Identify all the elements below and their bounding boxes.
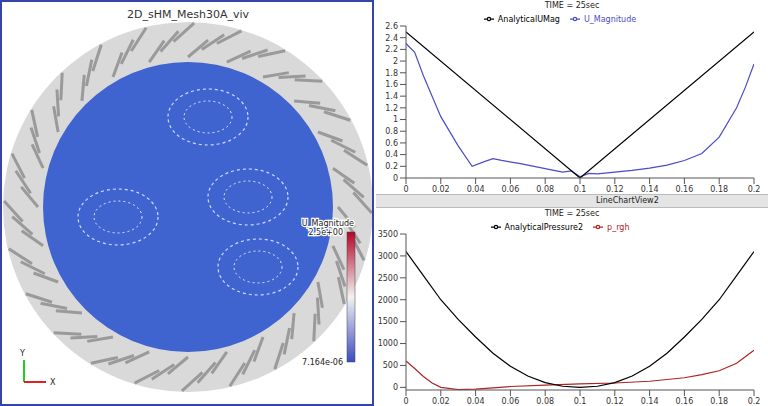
svg-text:0.06: 0.06 — [501, 185, 519, 194]
svg-text:2D_sHM_Mesh30A_viv: 2D_sHM_Mesh30A_viv — [127, 8, 250, 21]
svg-text:7.164e-06: 7.164e-06 — [302, 358, 343, 367]
html-text:LineChartView2: LineChartView2 — [596, 196, 659, 205]
svg-text:0: 0 — [403, 185, 408, 194]
svg-text:0: 0 — [393, 174, 398, 183]
svg-text:2.6: 2.6 — [385, 22, 398, 31]
svg-text:0.1: 0.1 — [574, 397, 587, 406]
html-text:TIME = 25sec: TIME = 25sec — [544, 1, 600, 10]
svg-text:0.6: 0.6 — [385, 139, 398, 148]
svg-text:0.16: 0.16 — [675, 185, 693, 194]
svg-text:0: 0 — [403, 397, 408, 406]
html-text:AnalyticalUMag: AnalyticalUMag — [497, 14, 560, 24]
svg-text:0.4: 0.4 — [385, 150, 398, 159]
svg-text:0.12: 0.12 — [606, 397, 624, 406]
svg-text:1: 1 — [393, 115, 398, 124]
svg-text:0.08: 0.08 — [536, 397, 554, 406]
html-text:U_Magnitude: U_Magnitude — [583, 14, 637, 24]
svg-text:1.2: 1.2 — [385, 104, 398, 113]
svg-text:0.18: 0.18 — [710, 397, 728, 406]
svg-text:0.14: 0.14 — [641, 185, 659, 194]
svg-text:0.1: 0.1 — [574, 185, 587, 194]
svg-text:0.04: 0.04 — [467, 185, 485, 194]
svg-text:2.2: 2.2 — [385, 45, 398, 54]
svg-text:0.06: 0.06 — [501, 397, 519, 406]
svg-text:0.12: 0.12 — [606, 185, 624, 194]
svg-text:2.4: 2.4 — [385, 34, 398, 43]
svg-text:2: 2 — [393, 57, 398, 66]
svg-text:3000: 3000 — [378, 252, 398, 261]
svg-text:2000: 2000 — [378, 296, 398, 305]
svg-text:3500: 3500 — [378, 230, 398, 239]
svg-text:0: 0 — [393, 383, 398, 392]
svg-text:0.02: 0.02 — [432, 397, 450, 406]
svg-text:2500: 2500 — [378, 274, 398, 283]
svg-text:0.2: 0.2 — [748, 185, 761, 194]
svg-text:1.8: 1.8 — [385, 69, 398, 78]
svg-text:Y: Y — [19, 349, 25, 358]
html-text:TIME = 25sec: TIME = 25sec — [544, 209, 600, 218]
svg-text:1.4: 1.4 — [385, 92, 398, 101]
svg-text:U_Magnitude: U_Magnitude — [302, 219, 354, 228]
svg-text:0.02: 0.02 — [432, 185, 450, 194]
svg-text:1.6: 1.6 — [385, 80, 398, 89]
html-text:p_rgh: p_rgh — [607, 222, 630, 232]
svg-text:X: X — [50, 378, 56, 387]
svg-text:0.16: 0.16 — [675, 397, 693, 406]
svg-text:2.5e+00: 2.5e+00 — [308, 228, 343, 237]
svg-text:0.08: 0.08 — [536, 185, 554, 194]
svg-text:1000: 1000 — [378, 339, 398, 348]
html-text:AnalyticalPressure2: AnalyticalPressure2 — [504, 222, 584, 232]
svg-text:0.04: 0.04 — [467, 397, 485, 406]
svg-text:0.18: 0.18 — [710, 185, 728, 194]
svg-text:0.8: 0.8 — [385, 127, 398, 136]
svg-text:1500: 1500 — [378, 317, 398, 326]
svg-text:0.2: 0.2 — [748, 397, 761, 406]
svg-text:0.2: 0.2 — [385, 162, 398, 171]
svg-text:0.14: 0.14 — [641, 397, 659, 406]
svg-text:500: 500 — [383, 361, 398, 370]
